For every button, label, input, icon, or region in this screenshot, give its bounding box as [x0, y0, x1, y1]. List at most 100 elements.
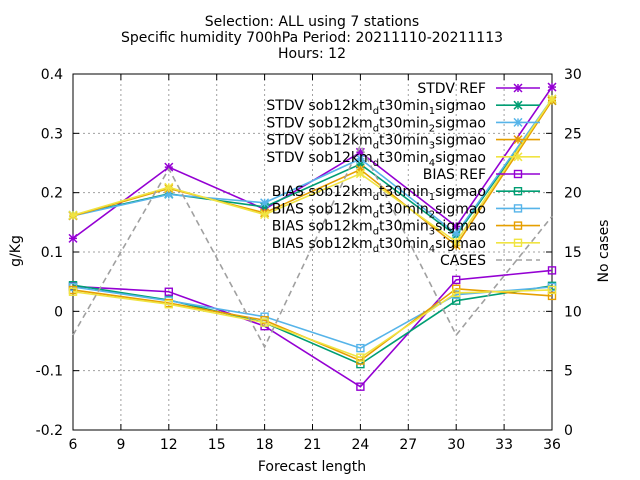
x-tick-label: 30 — [447, 437, 465, 453]
stdv-sob12km-d-t30min-2-sigmao-marker — [355, 154, 365, 164]
bias-ref-line — [72, 269, 553, 388]
y-tick-label: 0.4 — [41, 67, 63, 83]
x-tick-label: 36 — [543, 437, 561, 453]
legend-bias-ref-marker — [513, 169, 523, 179]
stdv-sob12km-d-t30min-4-sigmao-marker — [164, 182, 174, 192]
x-tick-label: 21 — [304, 437, 322, 453]
bias-sob12km-d-t30min-4-sigmao-marker — [547, 285, 557, 295]
chart-title: Selection: ALL using 7 stations Specific… — [121, 14, 503, 62]
legend-stdv-ref-marker — [513, 83, 523, 93]
stdv-sob12km-d-t30min-4-sigmao-marker — [547, 94, 557, 104]
legend-bias-sob12km-d-t30min-2-sigmao-marker — [513, 204, 523, 213]
bias-ref-marker — [164, 287, 174, 296]
bias-sob12km-d-t30min-1-sigmao-marker — [452, 296, 461, 305]
legend-label: STDV REF — [417, 81, 486, 97]
bias-ref-marker — [452, 275, 461, 285]
bias-sob12km-d-t30min-4-sigmao-marker — [452, 288, 461, 298]
legend-stdv-sob12km-d-t30min-4-sigmao-marker — [513, 152, 523, 162]
legend-label: CASES — [440, 253, 486, 269]
y2-tick-label: 30 — [564, 67, 582, 83]
x-tick-label: 9 — [116, 437, 125, 453]
y2-tick-label: 0 — [564, 423, 573, 439]
y-tick-label: -0.1 — [36, 364, 63, 380]
x-axis-label: Forecast length — [258, 459, 366, 475]
legend-item-cases: CASES — [440, 253, 540, 269]
legend-label: STDV sob12kmdt30min3sigmao — [266, 133, 486, 152]
bias-sob12km-d-t30min-4-sigmao-marker — [164, 300, 174, 309]
legend-bias-sob12km-d-t30min-3-sigmao-marker — [513, 221, 523, 230]
x-tick-label: 18 — [256, 437, 274, 453]
bias-ref-marker — [356, 382, 365, 391]
legend-bias-sob12km-d-t30min-1-sigmao-marker — [513, 186, 523, 196]
stdv-sob12km-d-t30min-4-sigmao-marker — [355, 169, 365, 179]
series-bias-sob12km-d-t30min-2-sigmao — [68, 282, 557, 353]
stdv-ref-marker — [68, 233, 78, 243]
y-tick-label: 0.3 — [41, 126, 63, 142]
legend-item-bias-sob12km-d-t30min-4-sigmao: BIAS sob12kmdt30min4sigmao — [272, 236, 540, 255]
stdv-sob12km-d-t30min-4-sigmao-marker — [68, 210, 78, 220]
stdv-sob12km-d-t30min-4-sigmao-line — [72, 98, 553, 244]
series-cases — [72, 143, 553, 349]
y2-tick-label: 5 — [564, 364, 573, 380]
y2-tick-label: 25 — [564, 126, 582, 142]
legend-stdv-sob12km-d-t30min-3-sigmao-marker — [513, 135, 523, 145]
y2-tick-label: 15 — [564, 245, 582, 261]
legend-label: STDV sob12kmdt30min1sigmao — [266, 98, 486, 117]
x-tick-label: 15 — [208, 437, 226, 453]
legend-item-stdv-sob12km-d-t30min-4-sigmao: STDV sob12kmdt30min4sigmao — [266, 150, 540, 169]
bias-sob12km-d-t30min-4-sigmao-line — [72, 289, 553, 359]
legend-label: BIAS sob12kmdt30min4sigmao — [272, 236, 486, 255]
legend-item-stdv-sob12km-d-t30min-1-sigmao: STDV sob12kmdt30min1sigmao — [266, 98, 540, 117]
y-tick-label: -0.2 — [36, 423, 63, 439]
stdv-sob12km-d-t30min-4-sigmao-marker — [451, 237, 461, 247]
legend-stdv-sob12km-d-t30min-2-sigmao-marker — [513, 117, 523, 127]
bias-ref-marker — [547, 266, 557, 275]
y-axis-label: g/Kg — [8, 235, 24, 267]
x-tick-label: 24 — [351, 437, 369, 453]
cases-line — [72, 143, 553, 349]
legend-label: BIAS sob12kmdt30min3sigmao — [272, 219, 486, 238]
legend-item-stdv-sob12km-d-t30min-2-sigmao: STDV sob12kmdt30min2sigmao — [266, 115, 540, 134]
x-tick-label: 12 — [160, 437, 178, 453]
legend-label: BIAS sob12kmdt30min1sigmao — [272, 184, 486, 203]
legend-bias-sob12km-d-t30min-4-sigmao-marker — [513, 238, 523, 248]
bias-sob12km-d-t30min-4-sigmao-marker — [68, 287, 78, 296]
x-tick-label: 27 — [399, 437, 417, 453]
stdv-sob12km-d-t30min-3-sigmao-line — [72, 100, 553, 247]
y-tick-label: 0.2 — [41, 186, 63, 202]
series-layer — [68, 82, 557, 391]
x-tick-label: 6 — [69, 437, 78, 453]
legend-item-bias-ref: BIAS REF — [423, 167, 540, 183]
stdv-sob12km-d-t30min-2-sigmao-line — [72, 98, 553, 235]
legend-item-stdv-ref: STDV REF — [417, 81, 540, 97]
y2-tick-label: 20 — [564, 186, 582, 202]
y-tick-label: 0 — [54, 304, 63, 320]
stdv-sob12km-d-t30min-2-sigmao-marker — [451, 229, 461, 239]
legend-item-bias-sob12km-d-t30min-2-sigmao: BIAS sob12kmdt30min2sigmao — [272, 201, 540, 220]
x-tick-labels: 6 9 12 15 18 21 24 27 30 33 36 — [69, 437, 561, 453]
title-line-3: Hours: 12 — [278, 46, 346, 62]
bias-sob12km-d-t30min-4-sigmao-marker — [260, 318, 269, 327]
legend-item-bias-sob12km-d-t30min-1-sigmao: BIAS sob12kmdt30min1sigmao — [272, 184, 540, 203]
legend-stdv-sob12km-d-t30min-1-sigmao-marker — [513, 100, 523, 110]
grid — [73, 74, 552, 430]
y2-tick-labels: 0 5 10 15 20 25 30 — [564, 67, 582, 439]
bias-sob12km-d-t30min-2-sigmao-marker — [356, 343, 365, 353]
series-bias-sob12km-d-t30min-4-sigmao — [68, 285, 557, 362]
stdv-sob12km-d-t30min-3-sigmao-marker — [355, 164, 365, 175]
axes — [72, 73, 553, 431]
y-tick-label: 0.1 — [41, 245, 63, 261]
y2-tick-label: 10 — [564, 304, 582, 320]
bias-sob12km-d-t30min-3-sigmao-marker — [547, 291, 557, 301]
legend-item-stdv-sob12km-d-t30min-3-sigmao: STDV sob12kmdt30min3sigmao — [266, 133, 540, 152]
legend-item-bias-sob12km-d-t30min-3-sigmao: BIAS sob12kmdt30min3sigmao — [272, 219, 540, 238]
bias-sob12km-d-t30min-2-sigmao-line — [72, 286, 553, 349]
stdv-sob12km-d-t30min-2-sigmao-marker — [260, 198, 270, 208]
title-line-1: Selection: ALL using 7 stations — [205, 14, 419, 30]
y-tick-labels: -0.2 -0.1 0 0.1 0.2 0.3 0.4 — [36, 67, 63, 439]
stdv-sob12km-d-t30min-4-sigmao-marker — [260, 210, 270, 220]
stdv-ref-marker — [547, 82, 557, 92]
bias-sob12km-d-t30min-4-sigmao-marker — [356, 353, 365, 362]
